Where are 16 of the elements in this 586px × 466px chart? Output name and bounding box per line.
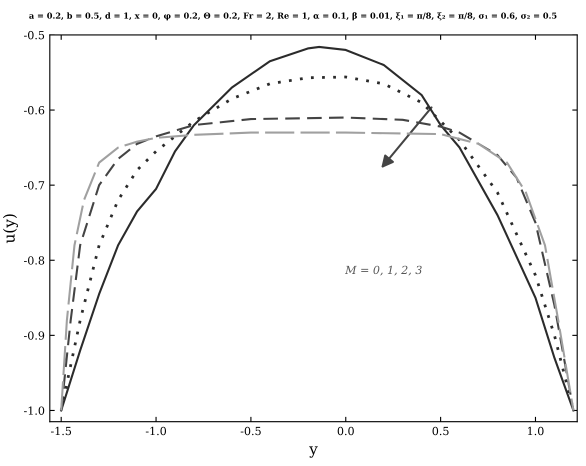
y-tick-label: -1.0 [24,406,44,415]
x-tick-label: 0.5 [432,426,449,436]
y-axis-title: u(y) [2,214,18,244]
y-tick-label: -0.8 [24,256,44,265]
chart-title: a = 0.2, b = 0.5, d = 1, x = 0, φ = 0.2, Θ = 0.2, Fr = 2, Re = 1, α = 0.1, β = 0.01, ξ₁ = π/8, ξ₂ = π/8, σ₁ = 0.6, σ₂ = 0.5 [29,12,556,20]
y-tick-label: -0.7 [24,181,44,190]
x-tick-label: 1.0 [528,426,544,436]
y-tick-label: -0.6 [24,106,44,114]
x-tick-label: -1.0 [146,426,166,436]
x-tick-label: 0.0 [338,426,354,436]
annotation: M = 0, 1, 2, 3 [344,266,422,276]
y-tick-label: -0.9 [24,331,44,340]
x-tick-label: -1.5 [50,426,72,436]
y-tick-label: -0.5 [24,30,44,40]
x-axis-title: y [309,446,318,458]
x-tick-label: -0.5 [240,426,261,436]
